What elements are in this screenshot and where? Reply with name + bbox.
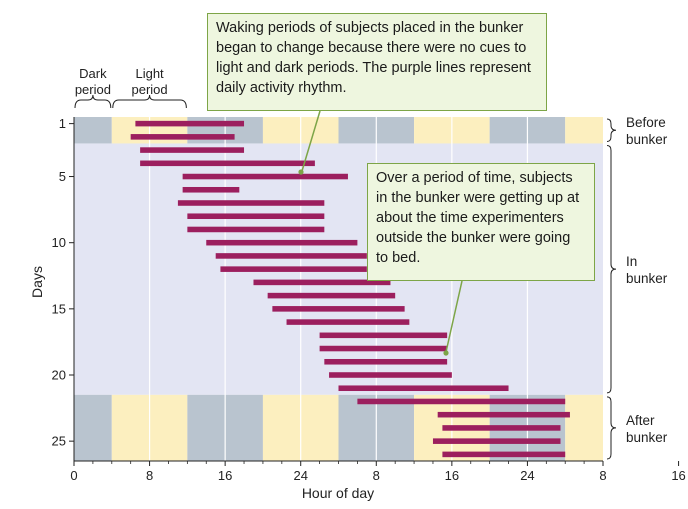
y-tick-label: 25 xyxy=(52,434,66,449)
activity-bar-day-22 xyxy=(357,398,566,405)
callout-pointer-line xyxy=(445,280,463,353)
activity-bar-day-15 xyxy=(272,306,405,312)
activity-bar-day-16 xyxy=(286,319,410,325)
x-tick-label: 24 xyxy=(520,468,534,483)
header-label-line2: period xyxy=(75,82,111,97)
activity-bar-day-24 xyxy=(442,425,561,431)
activity-bar-day-9 xyxy=(187,226,325,233)
activity-bar-day-12 xyxy=(220,266,367,272)
activity-bar-day-20 xyxy=(329,372,452,378)
phase-bracket xyxy=(606,118,617,142)
light-period-band xyxy=(565,117,603,144)
x-tick-label: 8 xyxy=(146,468,153,483)
x-tick-label: 8 xyxy=(599,468,606,483)
x-tick-label: 16 xyxy=(218,468,232,483)
light-period-band xyxy=(565,394,603,461)
phase-label-line2: bunker xyxy=(626,271,668,286)
y-tick-label: 1 xyxy=(59,116,66,131)
activity-bar-day-3 xyxy=(140,147,245,153)
phase-label-line1: In xyxy=(626,254,637,269)
y-tick-label: 15 xyxy=(52,301,66,316)
header-bracket xyxy=(74,94,112,109)
callout-pointers xyxy=(298,110,463,356)
activity-bar-day-13 xyxy=(253,279,391,286)
callout-bunker-explanation: Waking periods of subjects placed in the… xyxy=(207,13,547,111)
activity-bar-day-5 xyxy=(182,173,348,180)
x-tick-label: 24 xyxy=(293,468,307,483)
activity-bar-day-18 xyxy=(319,345,448,352)
activity-bar-day-23 xyxy=(437,411,570,418)
activity-bar-day-17 xyxy=(319,332,448,339)
activity-bar-day-25 xyxy=(432,438,561,444)
callout-pointer-dot xyxy=(298,169,304,175)
y-axis-label: Days xyxy=(29,266,45,298)
activity-bar-day-21 xyxy=(338,385,509,392)
header-bracket xyxy=(112,94,187,109)
activity-bar-day-8 xyxy=(187,213,325,220)
activity-bar-day-6 xyxy=(182,186,240,193)
dark-period-band xyxy=(74,117,112,144)
activity-bar-day-7 xyxy=(177,200,325,206)
y-tick-label: 20 xyxy=(52,368,66,383)
phase-label-line2: bunker xyxy=(626,132,668,147)
x-tick-label: 0 xyxy=(70,468,77,483)
phase-bracket xyxy=(606,396,617,460)
phase-brackets: Before bunker In bunker After bunker xyxy=(606,115,668,460)
activity-bar-day-14 xyxy=(267,292,396,299)
y-tick-label: 10 xyxy=(52,235,66,250)
callout-pointer-line xyxy=(301,110,321,172)
x-tick-label: 16 xyxy=(445,468,459,483)
tick-labels: 081624816248162481510152025 xyxy=(52,116,686,483)
y-tick-label: 5 xyxy=(59,169,66,184)
phase-label-line1: After xyxy=(626,413,655,428)
activity-bar-day-2 xyxy=(130,134,235,140)
dark-period-band xyxy=(74,394,112,461)
activity-bar-day-1 xyxy=(135,120,245,127)
x-tick-label: 16 xyxy=(671,468,685,483)
activity-bars xyxy=(130,120,570,458)
header-label-line2: period xyxy=(132,82,168,97)
x-axis-label: Hour of day xyxy=(302,485,374,501)
phase-bracket xyxy=(606,144,617,394)
activity-bar-day-26 xyxy=(442,451,566,458)
x-tick-label: 8 xyxy=(373,468,380,483)
header-label-line1: Dark xyxy=(79,66,107,81)
phase-label-line1: Before xyxy=(626,115,666,130)
activity-bar-day-19 xyxy=(324,358,448,365)
phase-label-line2: bunker xyxy=(626,430,668,445)
activity-bar-day-10 xyxy=(206,239,358,246)
activity-bar-day-4 xyxy=(140,160,315,167)
callout-phase-shift: Over a period of time, subjects in the b… xyxy=(367,163,595,281)
header-label-line1: Light xyxy=(135,66,164,81)
activity-bar-day-11 xyxy=(215,253,367,259)
callout-pointer-dot xyxy=(443,350,449,356)
